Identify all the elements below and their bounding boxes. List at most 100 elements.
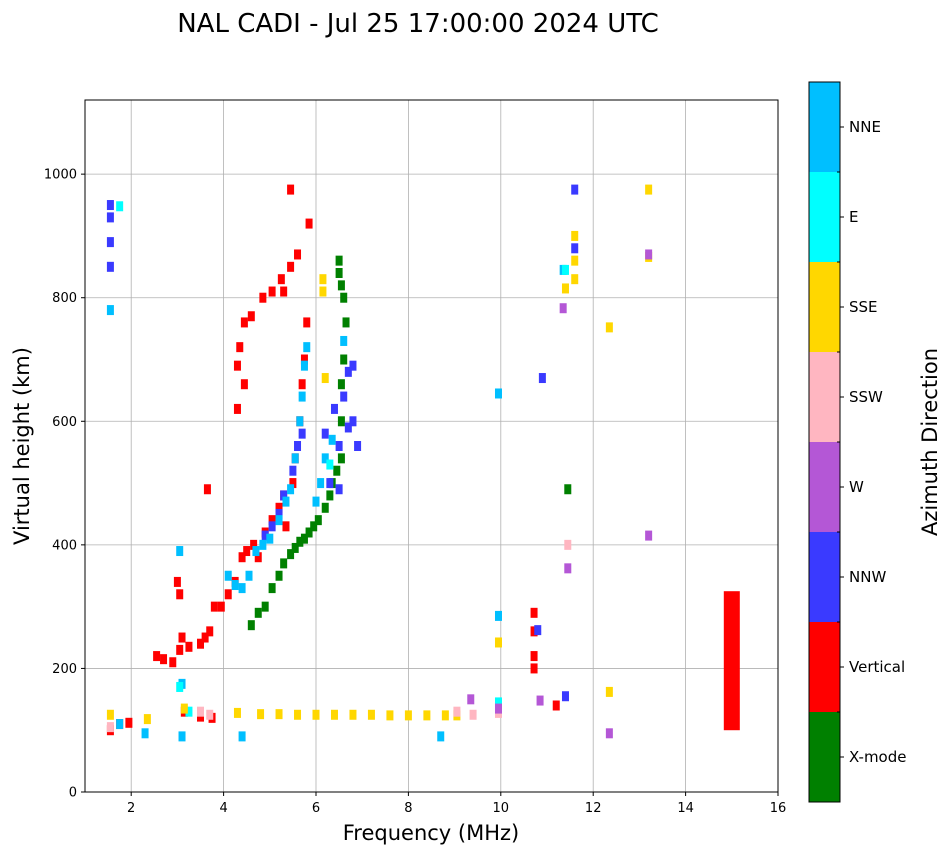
y-axis-ticks: 0 200 400 600 800 1000	[44, 168, 85, 801]
data-point-ssw	[453, 706, 461, 717]
data-point-w	[564, 563, 572, 574]
data-point-nne	[328, 434, 336, 445]
data-point-sse	[571, 255, 579, 266]
data-point-nne	[287, 484, 295, 495]
data-point-x-mode	[305, 527, 313, 538]
data-point-sse	[321, 373, 329, 384]
data-point-sse	[294, 709, 302, 720]
x-tick-label: 16	[770, 801, 787, 816]
data-point-sse	[349, 709, 357, 720]
data-point-vertical	[530, 626, 538, 637]
colorbar-category-label: NNE	[849, 118, 881, 136]
data-point-x-mode	[261, 601, 269, 612]
data-point-vertical	[298, 379, 306, 390]
colorbar-segment	[809, 442, 840, 532]
data-point-sse	[312, 709, 320, 720]
data-point-nnw	[106, 237, 114, 248]
data-bar-vertical	[723, 591, 740, 731]
colorbar-category-label: SSW	[849, 388, 883, 406]
x-axis-label: Frequency (MHz)	[343, 821, 519, 845]
data-point-vertical	[176, 589, 184, 600]
data-point-sse	[645, 184, 653, 195]
colorbar-category-label: NNW	[849, 568, 886, 586]
data-point-w	[645, 249, 653, 260]
data-point-nnw	[349, 360, 357, 371]
data-point-nne	[116, 719, 124, 730]
data-point-sse	[561, 283, 569, 294]
data-point-nnw	[261, 530, 269, 541]
data-point-x-mode	[296, 536, 304, 547]
y-tick-label: 1000	[44, 168, 77, 183]
data-point-w	[467, 694, 475, 705]
data-point-sse	[180, 703, 188, 714]
data-point-x-mode	[337, 379, 345, 390]
data-point-nnw	[289, 465, 297, 476]
data-point-vertical	[224, 589, 232, 600]
data-point-nne	[178, 731, 186, 742]
data-point-sse	[106, 709, 114, 720]
data-point-vertical	[233, 403, 241, 414]
data-point-ssw	[469, 709, 477, 720]
data-point-vertical	[280, 286, 288, 297]
data-point-nne	[303, 342, 311, 353]
data-point-nnw	[335, 441, 343, 451]
data-point-x-mode	[310, 521, 318, 532]
data-point-e	[176, 681, 184, 692]
colorbar-segment	[809, 712, 840, 802]
data-point-vertical	[125, 717, 133, 728]
data-point-vertical	[250, 539, 258, 550]
data-point-sse	[423, 710, 431, 721]
data-point-vertical	[240, 317, 248, 328]
data-point-vertical	[176, 644, 184, 655]
colorbar-segment	[809, 532, 840, 622]
x-tick-label: 14	[677, 801, 694, 816]
data-point-nne	[317, 478, 325, 489]
data-point-vertical	[233, 360, 241, 371]
data-point-w	[536, 695, 544, 706]
colorbar-category-label: E	[849, 208, 858, 226]
data-point-sse	[605, 686, 613, 697]
data-point-nnw	[275, 508, 283, 519]
data-point-vertical	[287, 261, 295, 272]
data-point-nne	[224, 570, 232, 581]
data-point-sse	[494, 637, 502, 648]
data-point-x-mode	[333, 465, 341, 476]
data-point-nne	[231, 580, 239, 591]
data-point-nne	[106, 305, 114, 316]
data-point-vertical	[268, 515, 276, 526]
data-point-nne	[300, 360, 308, 371]
y-tick-label: 400	[52, 538, 77, 553]
data-point-x-mode	[321, 502, 329, 513]
data-point-nne	[340, 335, 348, 346]
data-point-vertical	[530, 663, 538, 674]
data-point-vertical	[185, 641, 193, 652]
data-point-nnw	[280, 490, 288, 501]
x-tick-label: 6	[312, 801, 320, 816]
colorbar-category-label: SSE	[849, 298, 878, 316]
data-point-ssw	[106, 722, 114, 733]
data-point-sse	[605, 322, 613, 333]
data-point-vertical	[197, 638, 204, 649]
data-point-vertical	[530, 607, 538, 618]
data-point-x-mode	[342, 317, 350, 328]
data-point-e	[561, 264, 569, 275]
data-point-nne	[321, 453, 329, 464]
data-point-vertical	[169, 657, 177, 668]
data-marks	[106, 184, 740, 742]
data-point-sse	[319, 286, 327, 297]
data-point-nnw	[335, 484, 343, 495]
data-point-nne	[275, 515, 283, 526]
data-point-w	[645, 530, 653, 541]
colorbar-segment	[809, 262, 840, 352]
data-point-vertical	[201, 632, 209, 643]
data-point-x-mode	[337, 453, 345, 464]
data-point-vertical	[173, 576, 181, 587]
data-point-sse	[571, 274, 579, 285]
data-point-nne	[252, 546, 260, 557]
data-point-vertical	[552, 700, 560, 711]
data-point-vertical	[277, 274, 285, 285]
data-point-nne	[298, 391, 306, 402]
colorbar-segment	[809, 352, 840, 442]
data-point-nnw	[106, 200, 114, 211]
